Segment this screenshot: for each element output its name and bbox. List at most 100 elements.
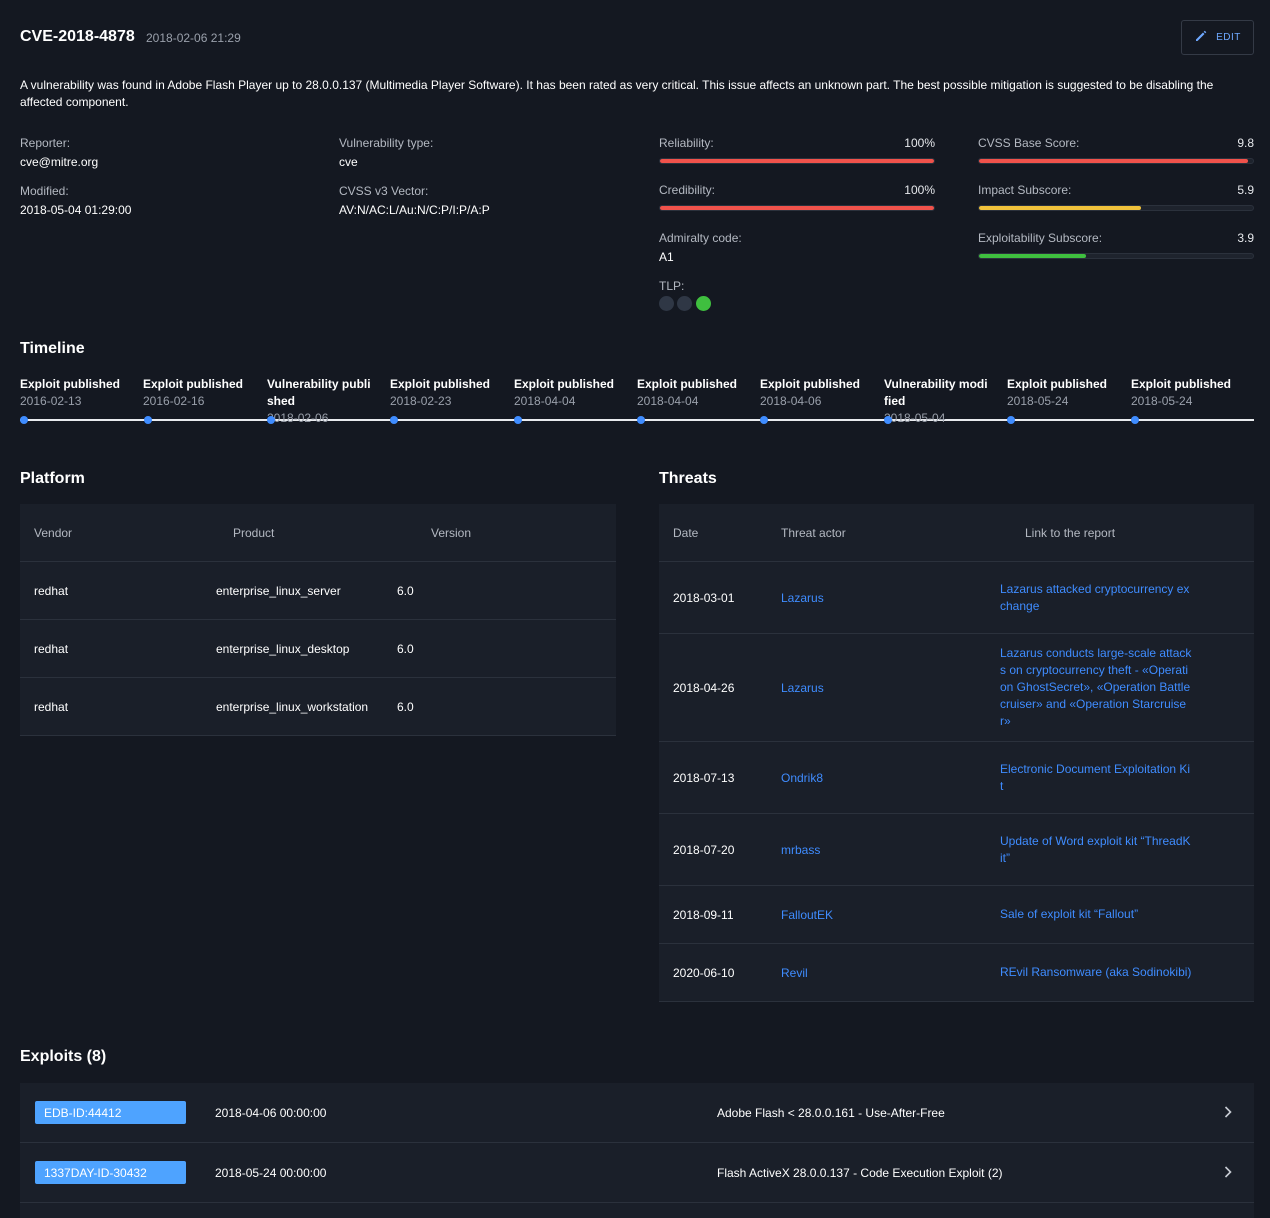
exploit-id-badge[interactable]: 1337DAY-ID-30432 — [35, 1161, 186, 1184]
vuln-type-value: cve — [339, 155, 358, 169]
timeline-event-date: 2018-04-06 — [760, 394, 822, 408]
timeline-event: Exploit published 2016-02-13 — [20, 376, 126, 410]
timeline-event-label: Exploit published — [637, 377, 738, 391]
timeline-event-label: Exploit published — [1007, 377, 1108, 391]
timeline-event-label: Exploit published — [390, 377, 491, 391]
timeline-event-date: 2018-05-24 — [1131, 394, 1193, 408]
threat-actor-link[interactable]: Revil — [781, 965, 808, 980]
reliability-bar — [660, 159, 934, 163]
reliability-meter: Reliability: 100% — [659, 136, 935, 164]
column-header-version[interactable]: Version — [431, 525, 472, 540]
reporter-value: cve@mitre.org — [20, 155, 99, 169]
cvss-vector-label: CVSS v3 Vector: — [339, 184, 429, 198]
report-link[interactable]: REvil Ransomware (aka Sodinokibi) — [1000, 965, 1192, 979]
timeline-event: Exploit published 2018-05-24 — [1131, 376, 1237, 410]
report-link[interactable]: Lazarus conducts large-scale attacks on … — [1000, 646, 1192, 728]
timeline-event-date: 2018-05-24 — [1007, 394, 1069, 408]
column-header-report-link[interactable]: Link to the report — [1025, 525, 1116, 540]
product-cell: enterprise_linux_server — [216, 583, 341, 598]
tlp-indicator — [659, 296, 719, 312]
cvss-base-label: CVSS Base Score: — [978, 136, 1080, 150]
vendor-cell: redhat — [34, 699, 69, 714]
table-row: redhat enterprise_linux_server 6.0 — [20, 562, 616, 620]
report-link[interactable]: Lazarus attacked cryptocurrency exchange — [1000, 581, 1190, 613]
threat-actor-link[interactable]: mrbass — [781, 842, 821, 857]
timeline-dot[interactable] — [144, 416, 152, 424]
exploitability-value: 3.9 — [1237, 231, 1254, 245]
threat-actor-link[interactable]: Lazarus — [781, 590, 824, 605]
chevron-right-icon[interactable] — [1223, 1105, 1233, 1122]
vuln-type-label: Vulnerability type: — [339, 136, 434, 150]
credibility-meter: Credibility: 100% — [659, 183, 935, 211]
timeline-event: Exploit published 2018-02-23 — [390, 376, 496, 410]
exploit-date: 2018-05-24 00:00:00 — [215, 1165, 327, 1180]
published-date: 2018-02-06 21:29 — [146, 31, 241, 45]
timeline-event-label: Exploit published — [1131, 377, 1232, 391]
table-row: 2018-03-01 Lazarus Lazarus attacked cryp… — [659, 562, 1254, 634]
table-row: redhat enterprise_linux_desktop 6.0 — [20, 620, 616, 678]
threats-table: Date Threat actor Link to the report 201… — [659, 504, 1254, 1002]
exploit-name: Adobe Flash < 28.0.0.161 - Use-After-Fre… — [717, 1105, 945, 1120]
exploitability-label: Exploitability Subscore: — [978, 231, 1103, 245]
impact-label: Impact Subscore: — [978, 183, 1072, 197]
chevron-right-icon[interactable] — [1223, 1165, 1233, 1182]
report-link[interactable]: Electronic Document Exploitation Kit — [1000, 761, 1191, 793]
platform-title: Platform — [20, 470, 85, 487]
timeline-event-date: 2018-02-06 — [267, 411, 329, 425]
column-header-vendor[interactable]: Vendor — [34, 525, 73, 540]
column-header-threat-actor[interactable]: Threat actor — [781, 525, 846, 540]
exploitability-bar — [979, 254, 1086, 258]
credibility-label: Credibility: — [659, 183, 716, 197]
pencil-icon — [1194, 29, 1208, 46]
table-row: redhat enterprise_linux_workstation 6.0 — [20, 678, 616, 736]
impact-bar — [979, 206, 1141, 210]
version-cell: 6.0 — [397, 583, 414, 598]
cvss-vector-value: AV:N/AC:L/Au:N/C:P/I:P/A:P — [339, 203, 490, 217]
version-cell: 6.0 — [397, 641, 414, 656]
page-title: CVE-2018-4878 — [20, 28, 135, 45]
exploit-row[interactable]: EDB-ID:44412 2018-04-06 00:00:00 Adobe F… — [20, 1083, 1254, 1143]
exploit-name: Flash ActiveX 28.0.0.137 - Code Executio… — [717, 1165, 1003, 1180]
timeline-dot[interactable] — [1131, 416, 1139, 424]
timeline-dot[interactable] — [760, 416, 768, 424]
timeline-dot[interactable] — [637, 416, 645, 424]
exploit-row[interactable]: 1337DAY-ID-30432 2018-05-24 00:00:00 Fla… — [20, 1143, 1254, 1203]
exploit-id-badge[interactable]: EDB-ID:44412 — [35, 1101, 186, 1124]
exploit-row[interactable] — [20, 1203, 1254, 1218]
table-row: 2018-09-11 FalloutEK Sale of exploit kit… — [659, 886, 1254, 944]
exploit-date: 2018-04-06 00:00:00 — [215, 1105, 327, 1120]
table-header: Date Threat actor Link to the report — [659, 504, 1254, 562]
timeline-dot[interactable] — [1007, 416, 1015, 424]
timeline-dot[interactable] — [514, 416, 522, 424]
admiralty-value: A1 — [659, 250, 674, 264]
table-row: 2018-04-26 Lazarus Lazarus conducts larg… — [659, 634, 1254, 742]
timeline-event: Exploit published 2018-04-04 — [637, 376, 743, 410]
threat-actor-link[interactable]: Lazarus — [781, 680, 824, 695]
timeline-dot[interactable] — [20, 416, 28, 424]
cvss-base-bar — [979, 159, 1248, 163]
threat-actor-link[interactable]: Ondrik8 — [781, 770, 824, 785]
timeline-event-label: Vulnerability published — [267, 377, 371, 408]
impact-meter: Impact Subscore: 5.9 — [978, 183, 1254, 211]
table-header: Vendor Product Version — [20, 504, 616, 562]
edit-button[interactable]: EDIT — [1181, 20, 1254, 55]
threat-date: 2018-09-11 — [673, 907, 734, 922]
timeline-event-label: Vulnerability modified — [884, 377, 988, 408]
reliability-label: Reliability: — [659, 136, 714, 150]
report-link[interactable]: Sale of exploit kit “Fallout” — [1000, 907, 1139, 921]
threat-actor-link[interactable]: FalloutEK — [781, 907, 834, 922]
timeline-dot[interactable] — [390, 416, 398, 424]
threat-date: 2018-04-26 — [673, 680, 735, 695]
table-row: 2020-06-10 Revil REvil Ransomware (aka S… — [659, 944, 1254, 1002]
column-header-product[interactable]: Product — [233, 525, 275, 540]
impact-value: 5.9 — [1237, 183, 1254, 197]
timeline-event-date: 2018-02-23 — [390, 394, 452, 408]
column-header-date[interactable]: Date — [673, 525, 699, 540]
admiralty-label: Admiralty code: — [659, 231, 742, 245]
timeline-event-label: Exploit published — [143, 377, 244, 391]
credibility-bar — [660, 206, 934, 210]
timeline-dot[interactable] — [884, 416, 892, 424]
report-link[interactable]: Update of Word exploit kit “ThreadKit” — [1000, 833, 1191, 865]
threat-date: 2020-06-10 — [673, 965, 735, 980]
timeline-dot[interactable] — [267, 416, 275, 424]
